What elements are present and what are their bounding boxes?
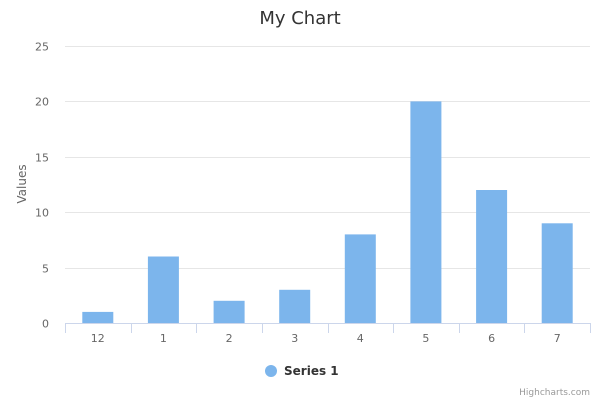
credits-link[interactable]: Highcharts.com — [519, 388, 590, 398]
bar[interactable] — [344, 234, 376, 323]
x-tick-label: 12 — [91, 332, 105, 345]
bar[interactable] — [410, 101, 442, 324]
bar[interactable] — [541, 223, 573, 323]
bar[interactable] — [213, 300, 245, 323]
x-tick-label: 2 — [226, 332, 233, 345]
bars — [82, 101, 573, 324]
y-axis-title: Values — [15, 164, 29, 203]
y-tick-label: 10 — [35, 207, 49, 220]
y-tick-label: 20 — [35, 96, 49, 109]
x-tick-label: 5 — [422, 332, 429, 345]
bar[interactable] — [147, 256, 179, 324]
bar[interactable] — [279, 289, 311, 323]
bar[interactable] — [82, 311, 114, 323]
legend[interactable]: Series 1 — [265, 364, 339, 378]
x-tick-label: 4 — [357, 332, 364, 345]
legend-label[interactable]: Series 1 — [284, 364, 339, 378]
y-tick-label: 15 — [35, 152, 49, 165]
y-tick-label: 5 — [42, 263, 49, 276]
x-axis-ticks: 12 1 2 3 4 5 6 7 — [65, 323, 591, 345]
x-tick-label: 3 — [291, 332, 298, 345]
x-tick-label: 7 — [554, 332, 561, 345]
grid-lines — [65, 46, 590, 269]
chart-title: My Chart — [259, 8, 340, 29]
y-tick-label: 25 — [35, 41, 49, 54]
x-tick-label: 1 — [160, 332, 167, 345]
legend-marker-icon[interactable] — [265, 365, 277, 377]
bar[interactable] — [476, 190, 508, 323]
y-axis-ticks: 0 5 10 15 20 25 — [35, 41, 49, 331]
y-tick-label: 0 — [42, 318, 49, 331]
x-tick-label: 6 — [488, 332, 495, 345]
